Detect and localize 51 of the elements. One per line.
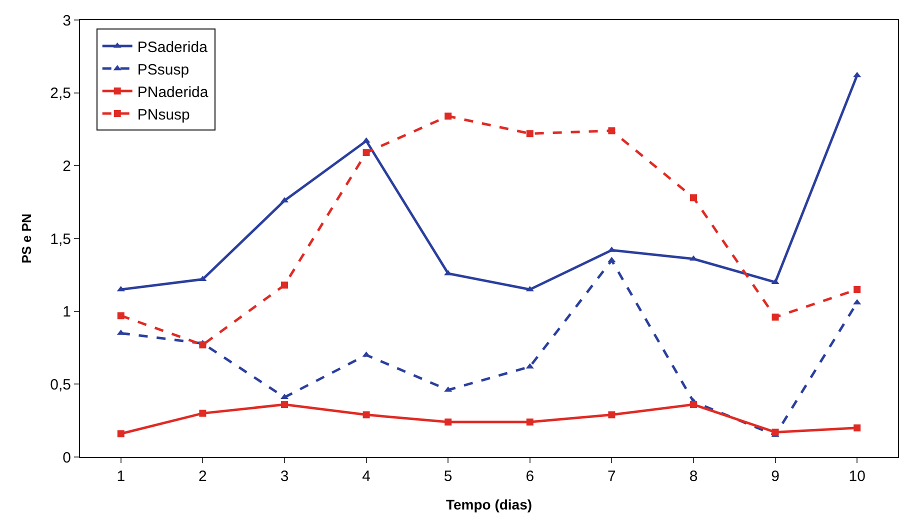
point (608, 256, 616, 262)
point (854, 424, 861, 432)
point (199, 410, 206, 417)
point (690, 401, 697, 408)
point (198, 276, 207, 282)
y-tick-label: 1,5 (50, 230, 71, 248)
point (362, 137, 370, 143)
point (116, 286, 125, 292)
point (608, 127, 616, 134)
point (853, 72, 862, 78)
point (362, 411, 370, 418)
point (444, 112, 452, 120)
x-tick-label: 5 (444, 468, 452, 485)
x-tick-label: 7 (608, 468, 616, 485)
x-tick-label: 2 (198, 468, 207, 485)
y-tick-label: 0,5 (50, 376, 71, 394)
point (526, 418, 534, 426)
point (444, 270, 452, 276)
point (117, 430, 124, 438)
point (608, 411, 616, 418)
point (281, 401, 288, 408)
x-tick-label: 8 (689, 468, 698, 485)
point (526, 130, 534, 138)
x-tick-label: 9 (771, 468, 780, 485)
point (690, 194, 697, 202)
y-tick-label: 2 (62, 158, 71, 175)
point (117, 312, 124, 320)
x-axis-title: Tempo (dias) (446, 496, 532, 512)
x-tick-label: 1 (116, 468, 126, 485)
legend-label: PNaderida (137, 84, 209, 101)
x-tick-label: 3 (280, 468, 289, 485)
legend-label: PSaderida (137, 38, 208, 56)
point (362, 149, 370, 156)
point (444, 386, 452, 392)
x-tick-label: 10 (848, 468, 866, 485)
y-tick-label: 0 (62, 449, 71, 466)
x-tick-label: 4 (362, 468, 370, 485)
point (526, 286, 534, 292)
point (772, 314, 779, 321)
x-tick-label: 6 (526, 468, 534, 485)
point (199, 341, 206, 348)
y-tick-label: 3 (62, 12, 71, 30)
point (281, 282, 288, 289)
point (854, 286, 861, 293)
y-axis-title: PS e PN (19, 214, 34, 264)
legend-label: PNsusp (137, 106, 190, 124)
point (772, 428, 779, 436)
point (444, 418, 452, 426)
y-tick-label: 2,5 (50, 85, 71, 102)
y-tick-label: 1 (62, 304, 71, 321)
legend-label: PSsusp (137, 61, 190, 78)
